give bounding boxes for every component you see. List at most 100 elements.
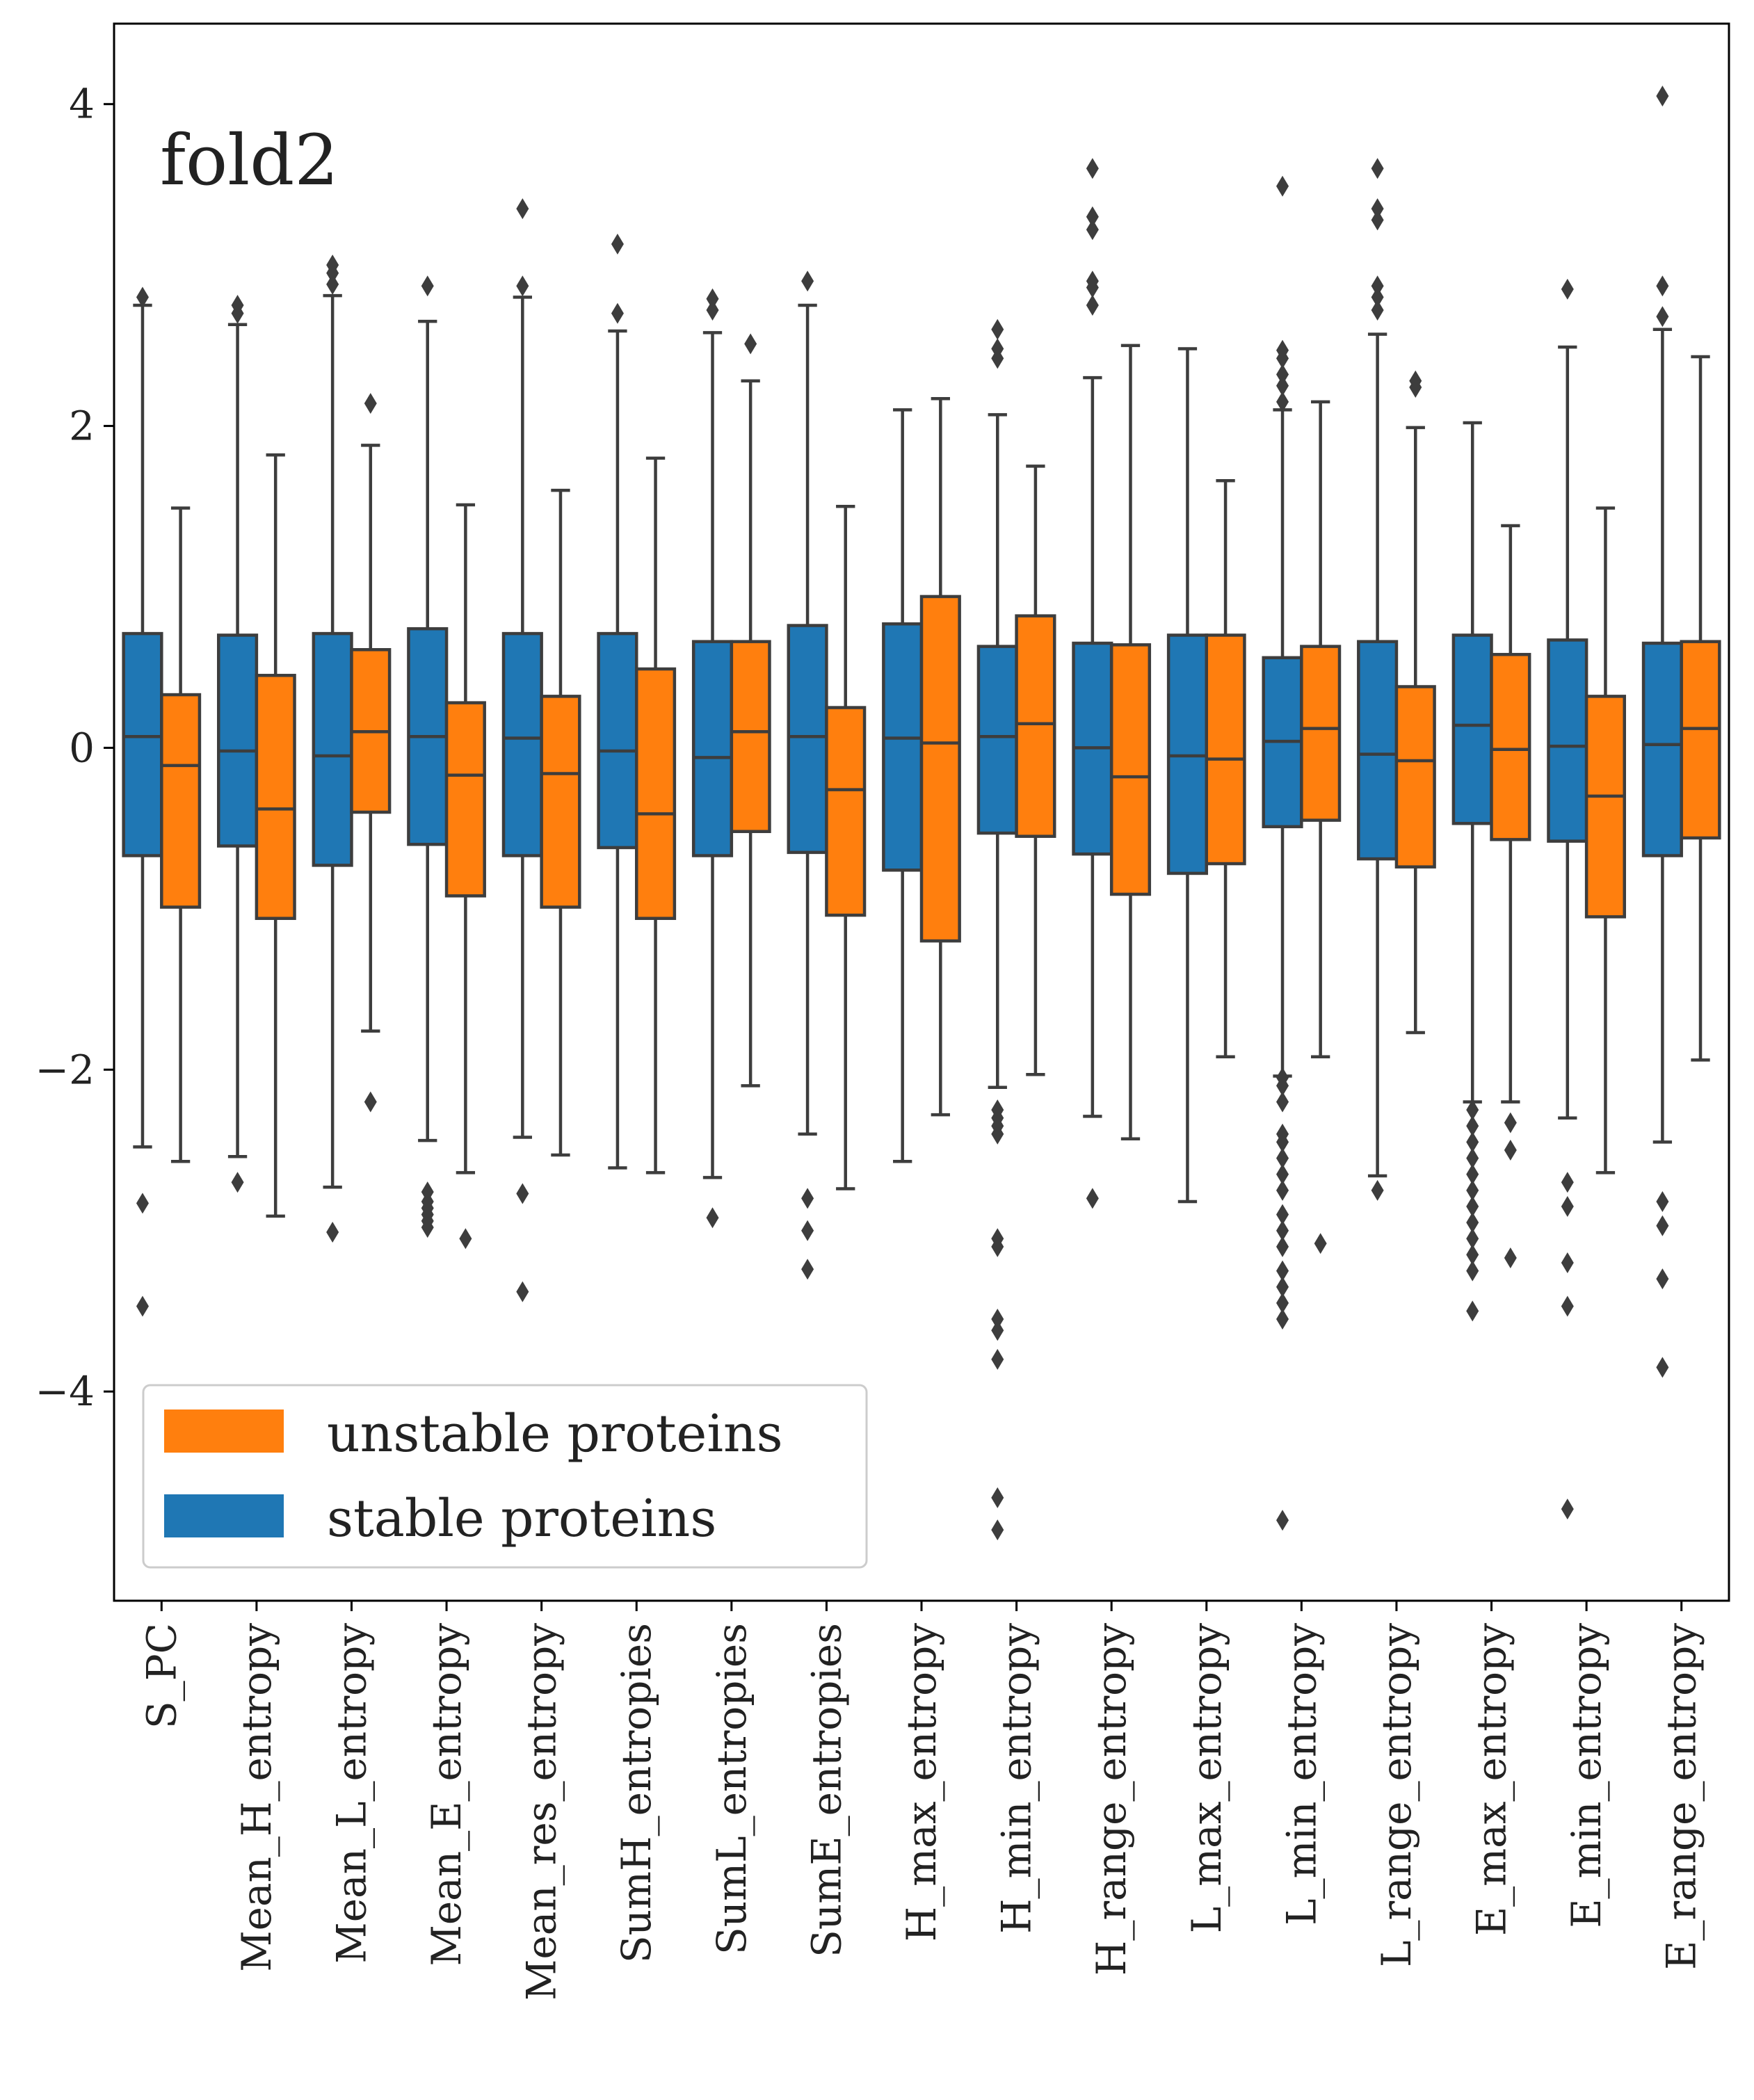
outlier-point — [231, 1172, 244, 1193]
iqr-box — [1300, 645, 1342, 822]
outlier-point — [1276, 1510, 1289, 1531]
iqr-box — [1394, 685, 1436, 869]
outlier-point — [1656, 1268, 1669, 1290]
outlier-point — [364, 393, 377, 414]
iqr-box — [1547, 638, 1588, 843]
x-tick-label: E_max_entropy — [1468, 1623, 1515, 1936]
iqr-box — [597, 631, 638, 850]
y-tick-label: 0 — [69, 724, 95, 771]
outlier-point — [991, 1123, 1004, 1145]
x-tick-label: Mean_L_entropy — [328, 1623, 375, 1964]
outlier-point — [1314, 1233, 1327, 1254]
outlier-point — [1276, 1220, 1289, 1241]
box-unstable-E_range_entropy — [1680, 355, 1721, 1062]
outlier-point — [1276, 1179, 1289, 1201]
outlier-point — [326, 273, 339, 295]
outlier-point — [1371, 286, 1384, 308]
outlier-point — [1276, 1091, 1289, 1113]
box-stable-SumL_entropies — [691, 288, 734, 1229]
outlier-point — [326, 1222, 339, 1243]
iqr-box — [501, 631, 543, 857]
legend-frame — [142, 1384, 868, 1569]
iqr-box — [1584, 695, 1627, 919]
box-unstable-S_PC — [160, 506, 202, 1163]
x-tick-label: S_PC — [138, 1623, 185, 1729]
outlier-point — [1371, 299, 1384, 321]
y-axis: −4 −2 0 2 4 — [35, 81, 114, 1415]
box-stable-Mean_E_entropy — [407, 275, 449, 1238]
outlier-point — [1276, 391, 1289, 412]
outlier-point — [1561, 1499, 1574, 1520]
iqr-box — [160, 693, 202, 909]
x-tick-label: H_max_entropy — [898, 1623, 945, 1942]
iqr-box — [730, 640, 771, 834]
plot-frame — [113, 22, 1730, 1602]
outlier-point — [1466, 1147, 1479, 1169]
outlier-point — [991, 348, 1004, 369]
outlier-point — [1276, 1204, 1289, 1225]
x-tick-label: E_range_entropy — [1658, 1623, 1705, 1970]
iqr-box — [444, 701, 486, 898]
outlier-point — [1561, 1196, 1574, 1217]
box-stable-Mean_L_entropy — [312, 255, 353, 1243]
iqr-box — [1641, 641, 1683, 857]
outlier-point — [1466, 1115, 1479, 1137]
outlier-point — [1466, 1099, 1479, 1121]
y-tick-label: −4 — [35, 1368, 95, 1415]
outlier-point — [801, 1220, 814, 1241]
legend-swatch-stable — [164, 1494, 284, 1537]
iqr-box — [691, 640, 734, 857]
box-stable-E_max_entropy — [1451, 421, 1493, 1322]
outlier-point — [991, 1519, 1004, 1541]
outlier-point — [1466, 1131, 1479, 1153]
outlier-point — [516, 1281, 529, 1302]
iqr-box — [787, 624, 828, 855]
box-stable-L_range_entropy — [1357, 158, 1399, 1201]
outlier-point — [421, 275, 434, 297]
outlier-point — [1276, 1309, 1289, 1330]
outlier-point — [991, 1309, 1004, 1330]
outlier-point — [1561, 278, 1574, 300]
outlier-point — [1371, 209, 1384, 231]
outlier-point — [1086, 219, 1099, 241]
outlier-point — [1371, 275, 1384, 297]
outlier-point — [991, 1320, 1004, 1341]
box-unstable-H_min_entropy — [1015, 465, 1056, 1076]
outlier-point — [1276, 1075, 1289, 1097]
box-stable-E_range_entropy — [1641, 86, 1683, 1378]
outlier-point — [1086, 277, 1099, 298]
iqr-box — [919, 595, 961, 943]
x-tick-label: L_min_entropy — [1278, 1623, 1325, 1925]
x-tick-label: L_max_entropy — [1183, 1623, 1230, 1934]
outlier-point — [1466, 1179, 1479, 1201]
box-stable-Mean_res_entropy — [501, 198, 543, 1302]
outlier-point — [1466, 1300, 1479, 1322]
outlier-point — [1656, 1191, 1669, 1213]
iqr-box — [312, 631, 353, 867]
iqr-box — [216, 633, 259, 848]
outlier-point — [1276, 175, 1289, 197]
iqr-box — [1490, 652, 1531, 841]
box-unstable-E_max_entropy — [1490, 524, 1531, 1269]
box-unstable-L_min_entropy — [1300, 400, 1342, 1254]
box-stable-L_min_entropy — [1262, 175, 1303, 1531]
box-stable-SumE_entropies — [787, 270, 828, 1280]
fold-annotation: fold2 — [160, 120, 339, 201]
outlier-point — [706, 1207, 719, 1229]
outlier-point — [744, 333, 757, 355]
x-tick-label: SumH_entropies — [613, 1623, 660, 1963]
outlier-point — [516, 198, 529, 220]
outlier-point — [1561, 1172, 1574, 1193]
iqr-box — [122, 631, 163, 857]
outlier-point — [1561, 1295, 1574, 1317]
outlier-point — [1656, 1357, 1669, 1378]
box-unstable-Mean_H_entropy — [255, 453, 296, 1218]
outlier-point — [1086, 206, 1099, 227]
outlier-point — [1276, 348, 1289, 369]
legend-label-unstable: unstable proteins — [327, 1404, 783, 1464]
box-unstable-E_min_entropy — [1584, 506, 1627, 1174]
outlier-point — [1504, 1247, 1517, 1269]
box-unstable-SumH_entropies — [634, 456, 677, 1174]
y-tick-label: −2 — [35, 1046, 95, 1093]
